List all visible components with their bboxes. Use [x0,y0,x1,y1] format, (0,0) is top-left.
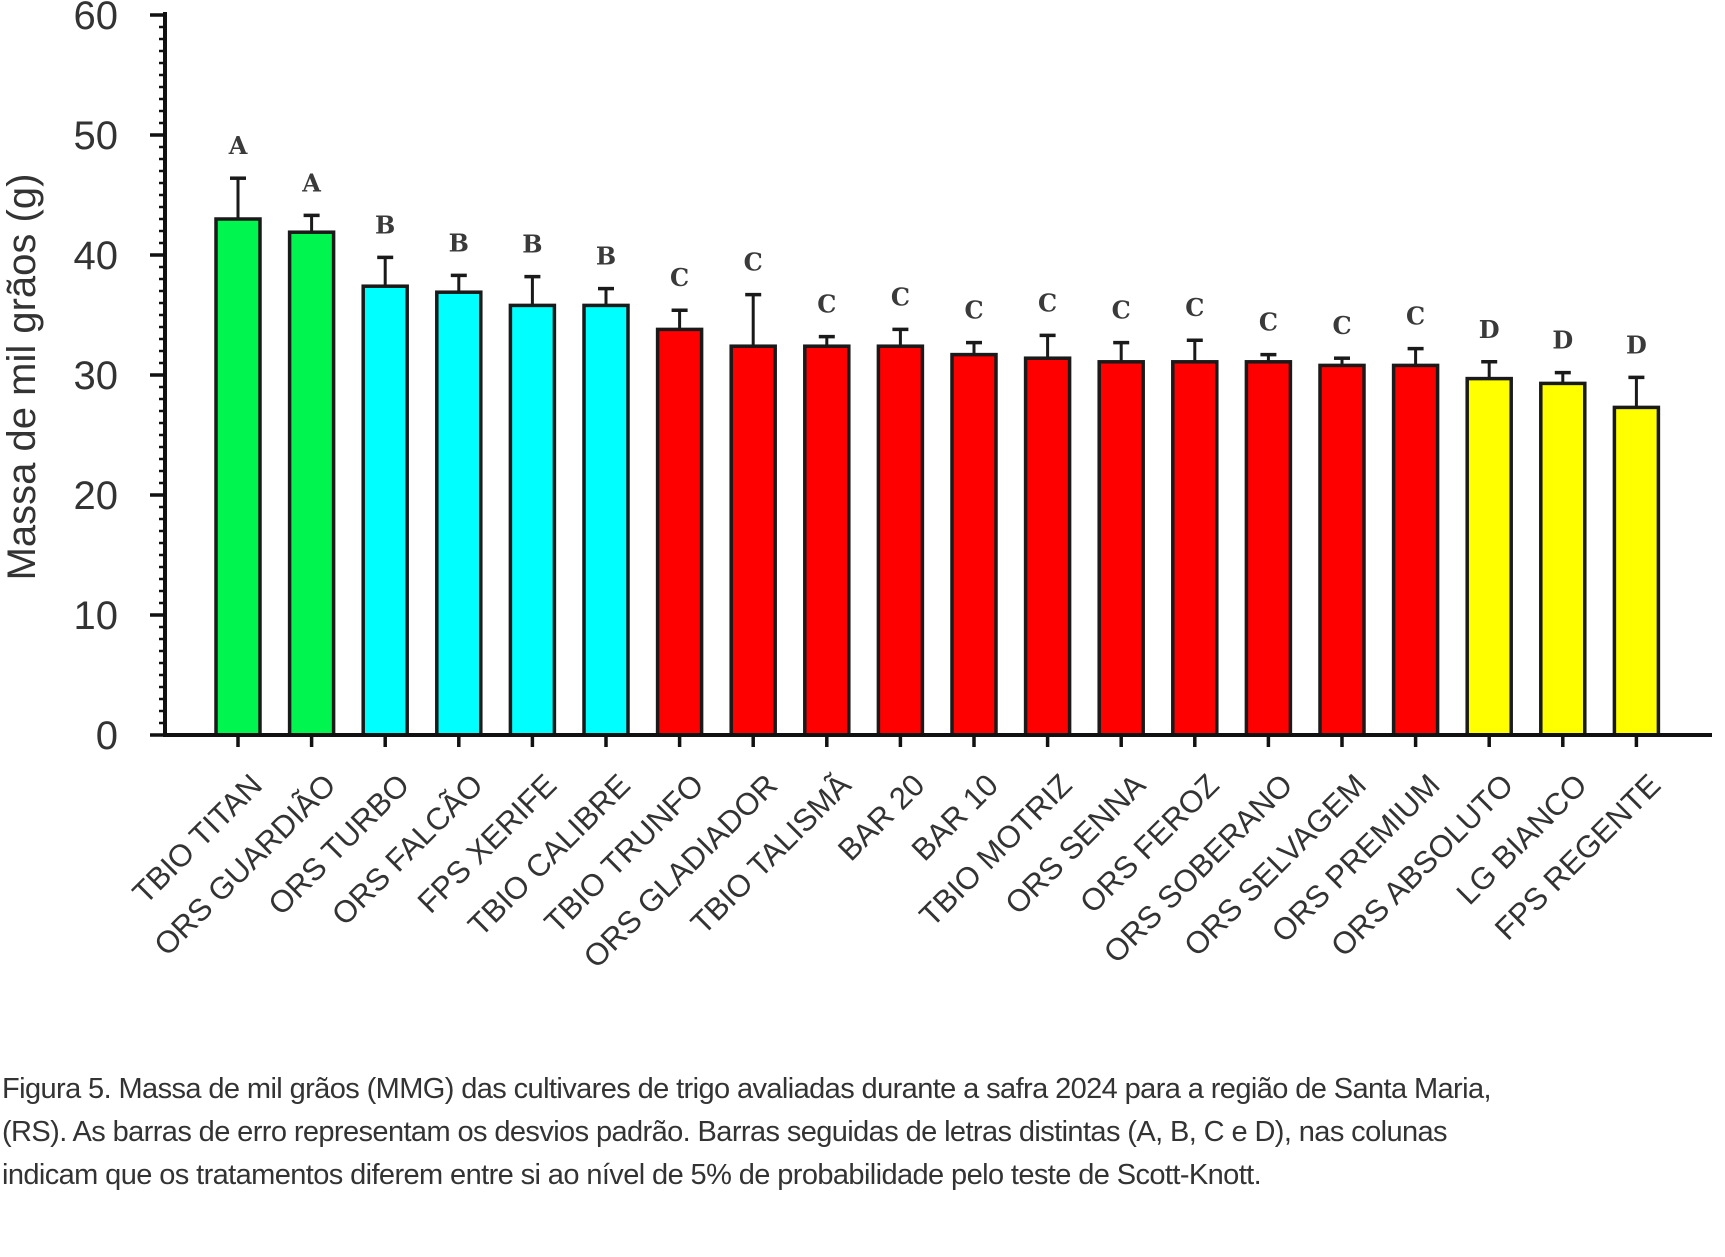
bar-group: B [508,230,557,737]
significance-letter: A [301,168,321,197]
figure-caption: Figura 5. Massa de mil grãos (MMG) das c… [2,1068,1722,1197]
bar-group: B [435,228,483,737]
bar-group: C [876,282,925,737]
caption-line-3: indicam que os tratamentos diferem entre… [2,1159,1262,1191]
bar-group: C [1097,296,1145,737]
y-tick-label: 50 [74,114,119,158]
bar-group: C [1023,288,1072,737]
y-tick-label: 40 [74,234,119,278]
bar-tbio-titan [214,217,262,737]
significance-letter: C [1332,311,1351,340]
significance-letter: D [1552,326,1573,355]
bar-group: C [1244,308,1293,737]
bar-group: D [1539,326,1587,737]
bar-group: C [803,290,851,737]
bar-ors-premium [1391,363,1440,737]
significance-letter: C [670,263,689,292]
bars: A A B B B B C C C C C C C C C C C D D D [214,131,1661,737]
bar-group: C [655,263,704,737]
y-tick-label: 30 [74,354,119,398]
significance-letter: C [1112,296,1131,325]
bar-chart: 0 10 20 30 40 50 60 A A B B B B C C C C C C C C C C C D D D TBIO … [0,0,1712,975]
significance-letter: D [1479,315,1500,344]
bar-ors-selvagem [1318,363,1366,737]
bar-group: C [1391,302,1440,737]
caption-line-1: Figura 5. Massa de mil grãos (MMG) das c… [2,1073,1492,1105]
significance-letter: B [596,242,616,271]
y-tick-label: 10 [74,594,119,638]
y-tick-label: 0 [96,714,118,758]
significance-letter: C [964,296,983,325]
bar-group: D [1612,330,1661,737]
bar-fps-regente [1612,405,1661,737]
bar-tbio-motriz [1023,356,1072,737]
y-axis-title: Massa de mil grãos (g) [0,174,44,581]
significance-letter: C [891,282,910,311]
bar-group: C [1171,293,1219,737]
significance-letter: C [744,248,763,277]
y-axis: 0 10 20 30 40 50 60 [74,0,167,758]
significance-letter: A [228,131,248,160]
significance-letter: C [1259,308,1278,337]
significance-letter: C [817,290,836,319]
bar-tbio-talism- [803,344,851,737]
bar-group: A [214,131,262,737]
caption-line-2: (RS). As barras de erro representam os d… [2,1116,1448,1148]
bar-ors-feroz [1171,360,1219,737]
bar-tbio-calibre [582,303,630,737]
bar-ors-absoluto [1465,376,1513,737]
y-tick-label: 60 [74,0,119,38]
bar-ors-soberano [1244,360,1293,737]
significance-letter: D [1626,330,1647,359]
significance-letter: C [1185,293,1204,322]
bar-ors-turbo [361,284,409,737]
bar-group: C [1318,311,1366,737]
bar-ors-senna [1097,360,1145,737]
y-tick-label: 20 [74,474,119,518]
bar-fps-xerife [508,303,557,737]
bar-ors-falc-o [435,290,483,737]
bar-bar-20 [876,344,925,737]
significance-letter: B [522,230,542,259]
bar-bar-10 [950,352,998,737]
significance-letter: B [449,228,469,257]
bar-group: A [287,168,336,737]
significance-letter: B [375,210,395,239]
bar-group: C [729,248,777,737]
significance-letter: C [1406,302,1425,331]
bar-lg-bianco [1539,381,1587,737]
bar-group: C [950,296,998,737]
bar-group: B [361,210,409,737]
bar-group: D [1465,315,1513,737]
bar-ors-gladiador [729,344,777,737]
significance-letter: C [1038,288,1057,317]
bar-ors-guardi-o [287,230,336,737]
bar-group: B [582,242,630,737]
bar-tbio-trunfo [655,327,704,737]
